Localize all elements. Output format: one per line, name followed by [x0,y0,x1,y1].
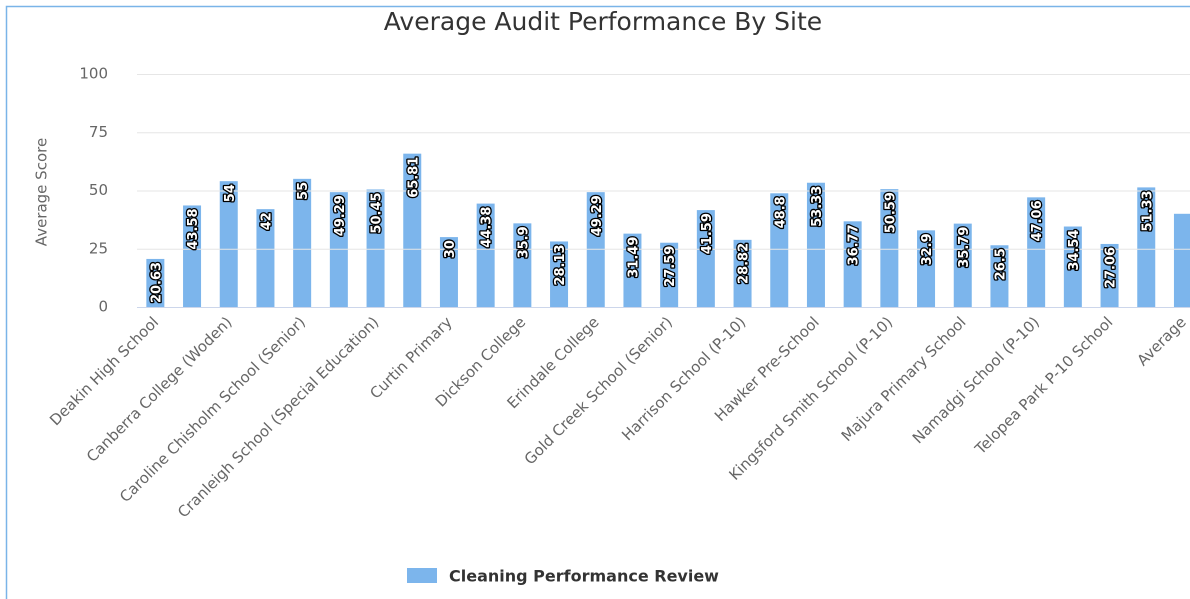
data-label: 49.29 [590,195,605,236]
data-label: 48.8 [773,196,788,228]
data-label: 53.33 [810,186,825,227]
data-label: 35.79 [957,227,972,268]
bar [439,237,458,307]
bar [623,233,642,307]
data-label: 27.59 [663,246,678,287]
x-tick-label: Namadgi School (P-10) [909,313,1043,447]
bar [953,223,972,307]
bar [513,223,532,307]
data-label: 50.59 [883,192,898,233]
bar [770,193,789,307]
data-label: 28.13 [553,244,568,285]
bar [990,245,1009,307]
data-label: 51.33 [1140,190,1155,231]
bar [1137,187,1156,307]
data-label: 41.59 [700,213,715,254]
data-label: 49.29 [333,195,348,236]
bar [880,189,899,307]
bar [1100,243,1119,307]
y-axis-title: Average Score [33,138,51,246]
bar [293,178,312,307]
data-label: 50.45 [370,192,385,233]
data-label: 28.82 [737,243,752,284]
data-label: 27.06 [1104,247,1119,288]
legend-label: Cleaning Performance Review [449,567,719,586]
plot-area [146,153,1190,307]
data-label: 42 [259,212,274,230]
x-tick-label: Majura Primary School [838,313,970,445]
bar [1027,197,1046,307]
data-label: 31.49 [626,237,641,278]
bar [146,258,165,307]
bar [366,189,385,307]
x-tick-label: Gold Creek School (Senior) [521,313,676,468]
bar [183,205,202,307]
bar [403,153,422,307]
bar [696,210,715,307]
data-label: 43.58 [186,208,201,249]
data-label: 30 [443,240,458,258]
data-label: 55 [296,182,311,200]
bar [256,209,275,307]
bar [1063,226,1082,307]
chart-title: Average Audit Performance By Site [384,7,822,36]
y-tick-label: 25 [89,239,108,257]
data-label: 44.38 [480,207,495,248]
x-tick-label: Harrison School (P-10) [618,313,749,444]
bar [843,221,862,307]
data-label: 65.81 [406,157,421,198]
data-label: 26.5 [993,248,1008,280]
y-tick-label: 50 [89,181,108,199]
bar [550,241,569,307]
y-tick-label: 75 [89,123,108,141]
y-tick-label: 0 [98,298,108,316]
x-tick-label: Canberra College (Woden) [83,313,236,466]
bar [733,239,752,307]
data-label: 54 [223,184,238,202]
x-tick-label: Telopea Park P-10 School [971,313,1117,459]
data-label: 20.63 [149,262,164,303]
y-tick-label: 100 [79,65,108,83]
data-label: 36.77 [847,224,862,265]
bar [1173,213,1190,307]
bar [476,203,495,307]
bar [219,181,238,307]
x-tick-label: Average [1133,313,1189,369]
chart-frame [5,5,1190,599]
data-label: 35.9 [516,226,531,258]
bar [806,182,825,307]
data-label: 34.54 [1067,230,1082,271]
data-label: 47.06 [1030,200,1045,241]
data-label: 32.9 [920,233,935,265]
legend-swatch [407,568,437,583]
bar [660,242,679,307]
